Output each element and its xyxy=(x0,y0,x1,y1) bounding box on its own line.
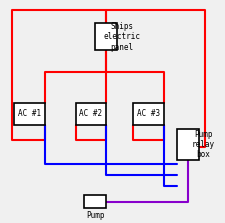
FancyBboxPatch shape xyxy=(176,129,198,160)
FancyBboxPatch shape xyxy=(14,103,45,125)
Text: AC #1: AC #1 xyxy=(18,109,41,118)
FancyBboxPatch shape xyxy=(84,195,106,209)
FancyBboxPatch shape xyxy=(75,103,106,125)
Text: AC #2: AC #2 xyxy=(79,109,102,118)
FancyBboxPatch shape xyxy=(95,23,117,50)
Text: AC #3: AC #3 xyxy=(136,109,159,118)
FancyBboxPatch shape xyxy=(132,103,163,125)
Text: Ships
electric
panel: Ships electric panel xyxy=(103,22,140,52)
Text: Pump: Pump xyxy=(86,211,104,219)
Text: Pump
relay
box: Pump relay box xyxy=(191,130,214,159)
